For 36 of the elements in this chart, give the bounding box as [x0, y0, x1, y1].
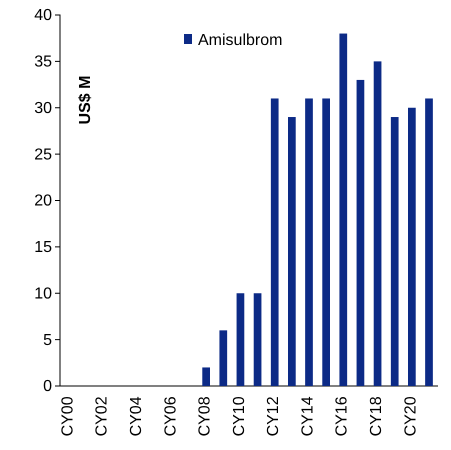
bar	[356, 80, 364, 386]
bar	[339, 34, 348, 386]
bar	[219, 330, 228, 386]
bar	[425, 98, 433, 386]
x-tick-label: CY10	[230, 396, 248, 436]
bar	[322, 98, 330, 386]
y-tick-label: 40	[34, 7, 52, 24]
y-tick-label: 0	[43, 378, 52, 396]
y-tick-label: 20	[34, 192, 52, 210]
x-tick-label: CY16	[334, 396, 351, 436]
y-tick-label: 25	[34, 146, 52, 164]
bar	[408, 108, 416, 386]
bar	[390, 117, 399, 386]
y-tick-label: 30	[34, 100, 52, 117]
bar	[236, 293, 244, 386]
x-tick-label: CY06	[162, 396, 180, 436]
legend-label: Amisulbrom	[198, 32, 282, 49]
y-tick-label: 10	[34, 285, 52, 302]
x-tick-label: CY02	[94, 396, 111, 436]
y-tick-label: 35	[34, 53, 52, 70]
y-tick-label: 15	[34, 238, 52, 256]
bar	[288, 117, 296, 386]
x-tick-label: CY04	[128, 396, 146, 436]
x-tick-label: CY20	[402, 396, 420, 436]
y-axis-title: US$ M	[77, 76, 94, 124]
x-tick-label: CY12	[265, 396, 282, 436]
bar	[305, 98, 313, 386]
bar	[254, 293, 262, 386]
x-tick-label: CY14	[299, 396, 316, 436]
x-tick-label: CY18	[368, 396, 386, 436]
x-tick-label: CY08	[196, 396, 214, 436]
y-tick-label: 5	[43, 332, 52, 349]
bar	[270, 98, 279, 386]
bar	[202, 367, 210, 386]
x-tick-label: CY00	[59, 396, 76, 436]
bar	[374, 61, 382, 386]
